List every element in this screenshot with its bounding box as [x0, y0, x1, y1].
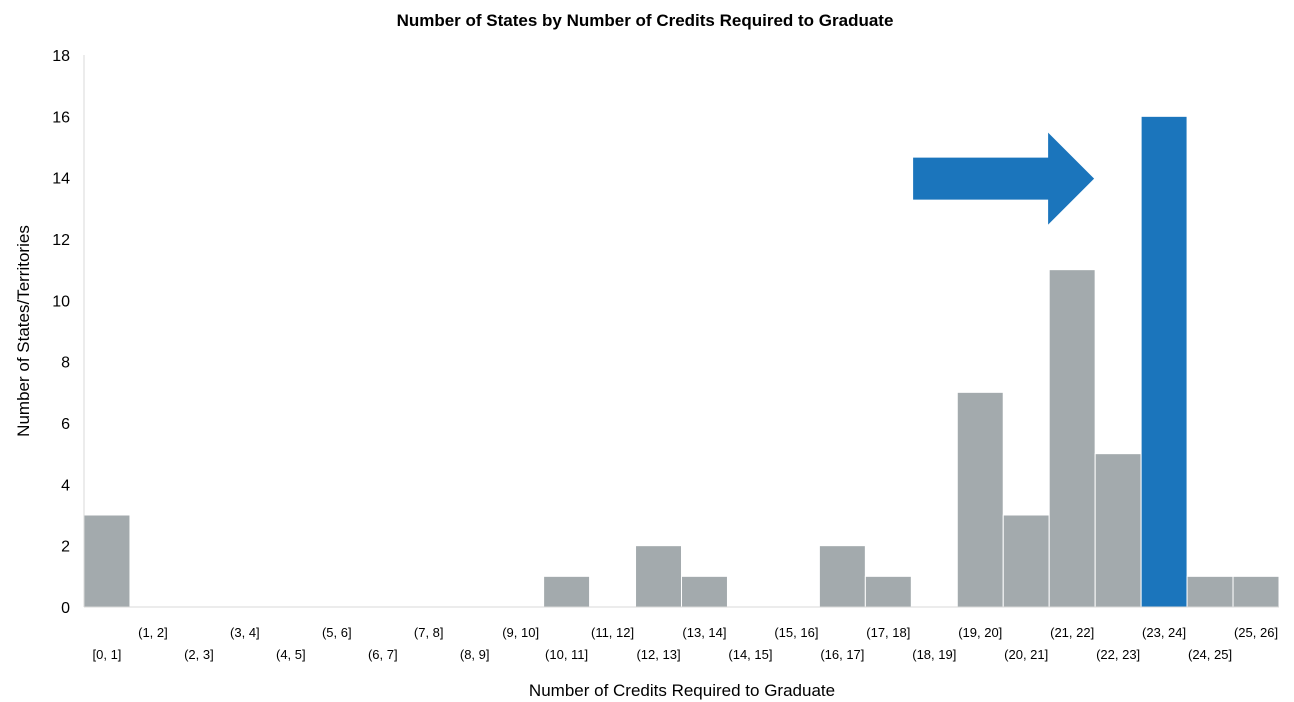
x-tick-label: (21, 22] [1050, 625, 1094, 640]
y-tick-label: 8 [61, 355, 70, 372]
x-tick-label: (13, 14] [682, 625, 726, 640]
x-tick-label: (11, 12] [591, 625, 634, 640]
x-axis-ticks: [0, 1] (1, 2] (2, 3] (3, 4] (4, 5] (5, 6] (6, … [93, 625, 1279, 662]
y-tick-label: 18 [52, 48, 70, 65]
y-tick-label: 0 [61, 600, 70, 617]
y-tick-label: 10 [52, 293, 70, 310]
bar-0 [83, 514, 131, 608]
bar-12 [635, 545, 682, 608]
bar-24 [1186, 575, 1234, 608]
x-tick-label: (8, 9] [460, 647, 490, 662]
y-tick-label: 14 [52, 171, 70, 188]
x-tick-label: (5, 6] [322, 625, 352, 640]
x-tick-label: (22, 23] [1096, 647, 1140, 662]
x-tick-label: [0, 1] [93, 647, 122, 662]
x-tick-label: (17, 18] [866, 625, 910, 640]
x-tick-label: (9, 10] [502, 625, 539, 640]
x-tick-label: (23, 24] [1142, 625, 1186, 640]
bars-group [83, 115, 1280, 608]
y-axis-title: Number of States/Territories [14, 225, 33, 437]
bar-10 [543, 575, 591, 608]
x-tick-label: (25, 26] [1234, 625, 1278, 640]
bar-23 [1140, 115, 1188, 608]
x-tick-label: (7, 8] [414, 625, 444, 640]
highlight-arrow [913, 132, 1095, 225]
x-tick-label: (6, 7] [368, 647, 398, 662]
x-tick-label: (12, 13] [636, 647, 680, 662]
bar-21 [1048, 269, 1096, 608]
y-tick-label: 6 [61, 416, 70, 433]
bar-20 [1002, 514, 1050, 608]
x-tick-label: (18, 19] [912, 647, 956, 662]
x-tick-label: (1, 2] [138, 625, 168, 640]
x-tick-label: (19, 20] [958, 625, 1002, 640]
bar-19 [956, 391, 1004, 608]
x-tick-label: (14, 15] [728, 647, 772, 662]
x-tick-label: (24, 25] [1188, 647, 1232, 662]
x-tick-label: (16, 17] [820, 647, 864, 662]
x-tick-label: (3, 4] [230, 625, 260, 640]
y-tick-label: 16 [52, 109, 70, 126]
y-tick-label: 4 [61, 477, 70, 494]
bar-17 [864, 575, 912, 608]
x-tick-label: (10, 11] [545, 647, 588, 662]
chart-title: Number of States by Number of Credits Re… [397, 11, 894, 30]
x-tick-label: (4, 5] [276, 647, 306, 662]
y-axis-ticks: 0 2 4 6 8 10 12 14 16 18 [52, 48, 70, 617]
y-tick-label: 12 [52, 232, 70, 249]
y-tick-label: 2 [61, 539, 70, 556]
x-tick-label: (20, 21] [1004, 647, 1048, 662]
bar-16 [818, 545, 866, 608]
bar-13 [681, 575, 728, 608]
x-tick-label: (15, 16] [774, 625, 818, 640]
x-tick-label: (2, 3] [184, 647, 214, 662]
bar-25 [1232, 575, 1280, 608]
bar-22 [1094, 453, 1142, 608]
x-axis-title: Number of Credits Required to Graduate [529, 681, 835, 700]
